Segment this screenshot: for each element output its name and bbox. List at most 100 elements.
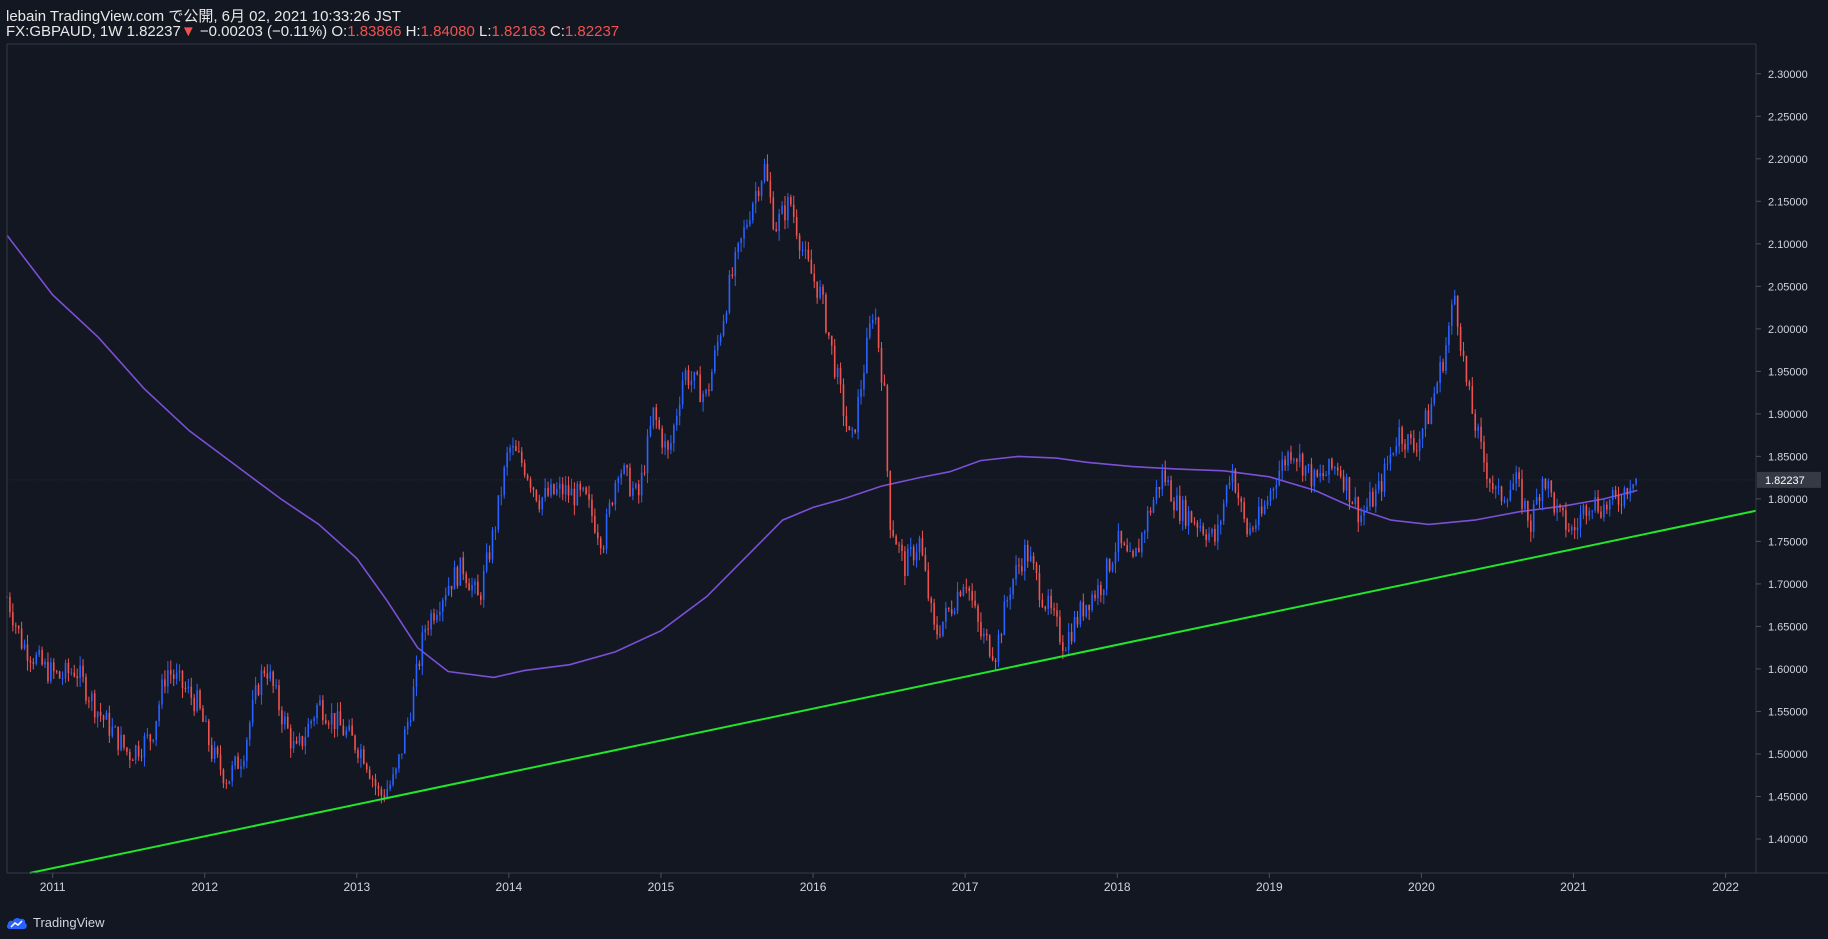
x-tick-label: 2011	[40, 880, 66, 894]
candle-body	[1272, 488, 1275, 491]
candle-body	[567, 485, 570, 496]
candle-body	[126, 747, 128, 752]
candle-body	[1617, 495, 1620, 505]
candle-body	[1407, 434, 1409, 450]
down-arrow-icon: ▼	[180, 23, 196, 40]
candle-body	[1462, 350, 1465, 356]
candle-body	[17, 625, 20, 629]
candle-body	[465, 573, 467, 584]
candle-body	[1339, 470, 1342, 477]
time-axis[interactable]: 2011 2012 2013 2014 2015 2016 2017 2018 2019 2020…	[40, 873, 1740, 894]
candle-body	[462, 557, 465, 574]
price-change: −0.00203 (−0.11%)	[199, 23, 328, 40]
candle-body	[1556, 505, 1558, 513]
candle-body	[1585, 505, 1588, 516]
candle-body	[491, 530, 494, 560]
candle-body	[1331, 458, 1333, 469]
candle-body	[617, 478, 620, 483]
y-tick-label: 1.55000	[1768, 706, 1808, 718]
candle-body	[1012, 579, 1014, 595]
candle-body	[1524, 501, 1526, 510]
candle-body	[91, 693, 93, 702]
tradingview-logo[interactable]: TradingView	[6, 915, 105, 930]
candle-body	[953, 611, 956, 614]
candle-body	[1623, 488, 1626, 506]
candle-body	[251, 699, 254, 723]
high-key: H:	[405, 23, 421, 40]
y-tick-label: 2.00000	[1768, 324, 1808, 336]
candle-body	[412, 686, 415, 721]
candle-body	[912, 547, 915, 561]
candle-body	[196, 690, 198, 712]
candle-body	[942, 621, 944, 636]
candle-body	[32, 662, 35, 664]
current-price-label-text: 1.82237	[1765, 475, 1805, 487]
price-axis[interactable]: 1.40000 1.45000 1.50000 1.55000 1.60000 1.650…	[1756, 69, 1808, 846]
candle-body	[760, 181, 763, 196]
candle-body	[956, 591, 959, 612]
candle-body	[1413, 438, 1415, 451]
candle-body	[1588, 510, 1591, 516]
y-tick-label: 1.95000	[1768, 366, 1808, 378]
candle-body	[1181, 499, 1184, 521]
candle-body	[494, 529, 497, 531]
current-price-label: 1.82237	[1757, 471, 1821, 488]
candle-body	[547, 488, 549, 496]
candle-body	[257, 685, 260, 695]
candle-body	[1632, 484, 1634, 489]
candle-body	[485, 552, 488, 571]
candle-body	[1132, 551, 1134, 557]
candle-body	[93, 693, 96, 718]
candle-body	[289, 728, 292, 749]
candle-body	[1164, 470, 1167, 483]
candle-body	[561, 483, 564, 495]
symbol-label[interactable]: FX:GBPAUD, 1W	[6, 23, 123, 40]
candle-body	[219, 754, 222, 770]
y-tick-label: 1.45000	[1768, 791, 1808, 803]
candle-body	[588, 493, 590, 500]
candle-body	[1199, 526, 1202, 528]
support-trendline[interactable]	[29, 509, 1757, 874]
y-tick-label: 2.15000	[1768, 196, 1808, 208]
candle-body	[117, 726, 119, 750]
candle-body	[596, 532, 599, 539]
candle-body	[1366, 506, 1368, 512]
candle-body	[950, 609, 953, 614]
candle-body	[336, 711, 339, 730]
candle-body	[579, 483, 582, 490]
candle-body	[29, 660, 32, 663]
candle-body	[909, 547, 912, 549]
candle-body	[172, 674, 175, 679]
candle-body	[804, 249, 807, 251]
candle-body	[901, 544, 903, 552]
candle-body	[298, 736, 301, 744]
candle-body	[684, 370, 687, 381]
candle-body	[1243, 502, 1245, 519]
candle-body	[441, 600, 444, 612]
candle-body	[520, 451, 523, 464]
candle-body	[1480, 426, 1482, 442]
candle-body	[839, 367, 842, 385]
candle-body	[1062, 642, 1064, 651]
candle-body	[333, 712, 336, 730]
candle-body	[544, 488, 546, 498]
candle-body	[395, 768, 397, 775]
current-price-label-bg	[1757, 471, 1821, 488]
candle-body	[26, 644, 29, 661]
candle-body	[354, 735, 356, 750]
candle-body	[1515, 472, 1517, 484]
candle-body	[988, 635, 991, 657]
candle-body	[1196, 522, 1199, 528]
trendline-layer[interactable]	[29, 509, 1757, 874]
candle-body	[1234, 469, 1237, 493]
candle-body	[1383, 463, 1386, 492]
candle-body	[591, 499, 593, 516]
candle-body	[772, 197, 775, 230]
candle-body	[1278, 470, 1281, 485]
candle-body	[1287, 452, 1289, 466]
candle-body	[1032, 555, 1035, 564]
candle-body	[433, 613, 435, 621]
symbol-line: FX:GBPAUD, 1W 1.82237▼ −0.00203 (−0.11%)…	[6, 23, 619, 40]
candle-body	[1372, 491, 1374, 507]
